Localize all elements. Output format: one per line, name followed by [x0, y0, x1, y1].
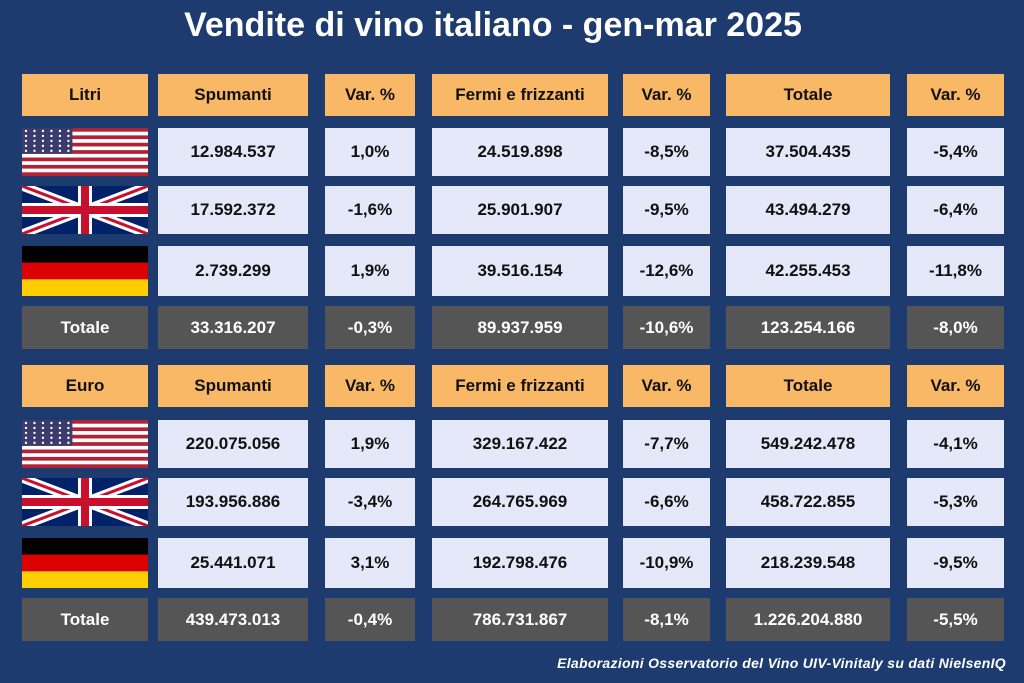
- column-header: Fermi e frizzanti: [432, 365, 608, 407]
- total-cell: 89.937.959: [432, 306, 608, 349]
- country-flag: [22, 128, 148, 176]
- data-cell: 549.242.478: [726, 420, 890, 468]
- country-flag: [22, 186, 148, 234]
- data-cell: 218.239.548: [726, 538, 890, 588]
- country-flag: [22, 246, 148, 296]
- total-cell: -0,4%: [325, 598, 415, 641]
- total-cell: 33.316.207: [158, 306, 308, 349]
- data-cell: -9,5%: [623, 186, 710, 234]
- total-cell: 439.473.013: [158, 598, 308, 641]
- country-flag: [22, 478, 148, 526]
- column-header: Euro: [22, 365, 148, 407]
- total-cell: -5,5%: [907, 598, 1004, 641]
- column-header: Totale: [726, 365, 890, 407]
- column-header: Var. %: [907, 365, 1004, 407]
- source-note: Elaborazioni Osservatorio del Vino UIV-V…: [557, 655, 1006, 671]
- total-cell: Totale: [22, 598, 148, 641]
- data-cell: 37.504.435: [726, 128, 890, 176]
- data-cell: 458.722.855: [726, 478, 890, 526]
- data-cell: -10,9%: [623, 538, 710, 588]
- data-cell: 3,1%: [325, 538, 415, 588]
- data-cell: 329.167.422: [432, 420, 608, 468]
- data-cell: -6,4%: [907, 186, 1004, 234]
- data-cell: -1,6%: [325, 186, 415, 234]
- data-cell: 1,9%: [325, 246, 415, 296]
- column-header: Litri: [22, 74, 148, 116]
- data-cell: 42.255.453: [726, 246, 890, 296]
- column-header: Var. %: [623, 365, 710, 407]
- title: Vendite di vino italiano - gen-mar 2025: [184, 6, 802, 44]
- column-header: Spumanti: [158, 74, 308, 116]
- data-cell: 1,0%: [325, 128, 415, 176]
- column-header: Var. %: [325, 74, 415, 116]
- column-header: Var. %: [907, 74, 1004, 116]
- column-header: Var. %: [623, 74, 710, 116]
- total-cell: -8,1%: [623, 598, 710, 641]
- data-cell: 192.798.476: [432, 538, 608, 588]
- total-cell: 1.226.204.880: [726, 598, 890, 641]
- data-cell: 24.519.898: [432, 128, 608, 176]
- data-cell: -9,5%: [907, 538, 1004, 588]
- data-cell: -4,1%: [907, 420, 1004, 468]
- data-cell: 25.901.907: [432, 186, 608, 234]
- data-cell: -12,6%: [623, 246, 710, 296]
- data-cell: 25.441.071: [158, 538, 308, 588]
- data-cell: 220.075.056: [158, 420, 308, 468]
- column-header: Spumanti: [158, 365, 308, 407]
- data-cell: 12.984.537: [158, 128, 308, 176]
- data-cell: 17.592.372: [158, 186, 308, 234]
- data-cell: 193.956.886: [158, 478, 308, 526]
- total-cell: -0,3%: [325, 306, 415, 349]
- data-cell: -7,7%: [623, 420, 710, 468]
- data-cell: -3,4%: [325, 478, 415, 526]
- data-cell: 1,9%: [325, 420, 415, 468]
- total-cell: 786.731.867: [432, 598, 608, 641]
- total-cell: -8,0%: [907, 306, 1004, 349]
- column-header: Var. %: [325, 365, 415, 407]
- data-cell: -6,6%: [623, 478, 710, 526]
- total-cell: -10,6%: [623, 306, 710, 349]
- data-cell: -8,5%: [623, 128, 710, 176]
- data-cell: 2.739.299: [158, 246, 308, 296]
- column-header: Fermi e frizzanti: [432, 74, 608, 116]
- data-cell: 264.765.969: [432, 478, 608, 526]
- total-cell: Totale: [22, 306, 148, 349]
- data-cell: -11,8%: [907, 246, 1004, 296]
- data-cell: 43.494.279: [726, 186, 890, 234]
- data-cell: 39.516.154: [432, 246, 608, 296]
- country-flag: [22, 538, 148, 588]
- total-cell: 123.254.166: [726, 306, 890, 349]
- column-header: Totale: [726, 74, 890, 116]
- country-flag: [22, 420, 148, 468]
- data-cell: -5,3%: [907, 478, 1004, 526]
- data-cell: -5,4%: [907, 128, 1004, 176]
